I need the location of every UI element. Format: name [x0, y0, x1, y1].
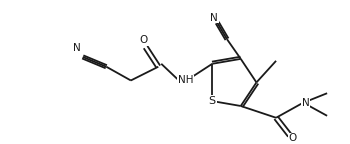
Text: N: N [73, 43, 81, 53]
Text: NH: NH [178, 75, 194, 86]
Text: O: O [289, 133, 297, 143]
Text: N: N [302, 98, 309, 108]
Text: N: N [210, 13, 218, 23]
Text: S: S [209, 96, 216, 106]
Text: O: O [139, 35, 148, 45]
